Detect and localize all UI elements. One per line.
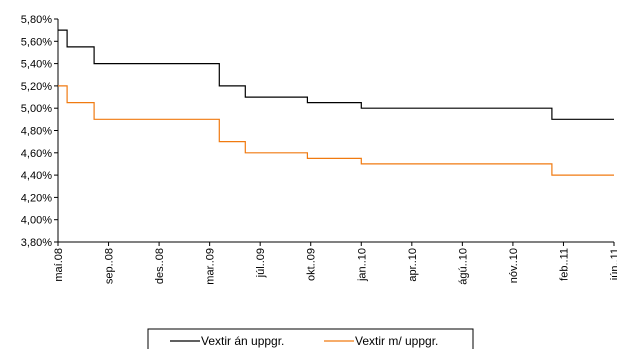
x-tick-label: maí.08 [53, 248, 65, 282]
y-tick-label: 3,80% [21, 237, 52, 249]
x-tick-label: jún..11 [609, 248, 617, 281]
x-tick-label: feb..11 [558, 248, 570, 281]
legend-frame [147, 328, 474, 349]
y-tick-label: 5,20% [21, 81, 52, 93]
x-tick-label: okt..09 [306, 248, 318, 281]
y-tick-label: 4,60% [21, 148, 52, 160]
series-line-vextir-m-uppgr [58, 85, 614, 176]
y-tick-label: 5,80% [21, 14, 52, 26]
y-tick-label: 5,00% [21, 103, 52, 115]
legend: Vextir án uppgr. Vextir m/ uppgr. [147, 328, 474, 349]
series-line-vextir-an-uppgr [58, 29, 614, 120]
y-tick-label: 4,80% [21, 126, 52, 138]
y-tick-label: 5,40% [21, 59, 52, 71]
y-tick-label: 4,20% [21, 192, 52, 204]
x-tick-label: mar..09 [205, 248, 217, 285]
legend-label-vextir-m-uppgr: Vextir m/ uppgr. [355, 334, 438, 348]
y-tick-label: 4,00% [21, 215, 52, 227]
x-tick-label: ágú..10 [457, 248, 469, 285]
x-tick-label: apr..10 [407, 248, 419, 282]
x-tick-label: nóv..10 [508, 248, 520, 283]
x-tick-label: des..08 [154, 248, 166, 284]
x-tick-label: júl..09 [255, 248, 267, 278]
x-tick-label: jan..10 [356, 248, 368, 282]
x-tick-label: sep..08 [104, 248, 116, 284]
x-axis: maí.08 sep..08 des..08 mar..09 júl..09 okt..0… [53, 241, 617, 285]
y-tick-label: 5,60% [21, 36, 52, 48]
legend-label-vextir-an-uppgr: Vextir án uppgr. [201, 334, 284, 348]
y-tick-label: 4,40% [21, 170, 52, 182]
y-axis: 3,80% 4,00% 4,20% 4,40% 4,60% 4,80% 5,00% 5,20%… [21, 14, 59, 249]
series-layer [58, 29, 614, 176]
